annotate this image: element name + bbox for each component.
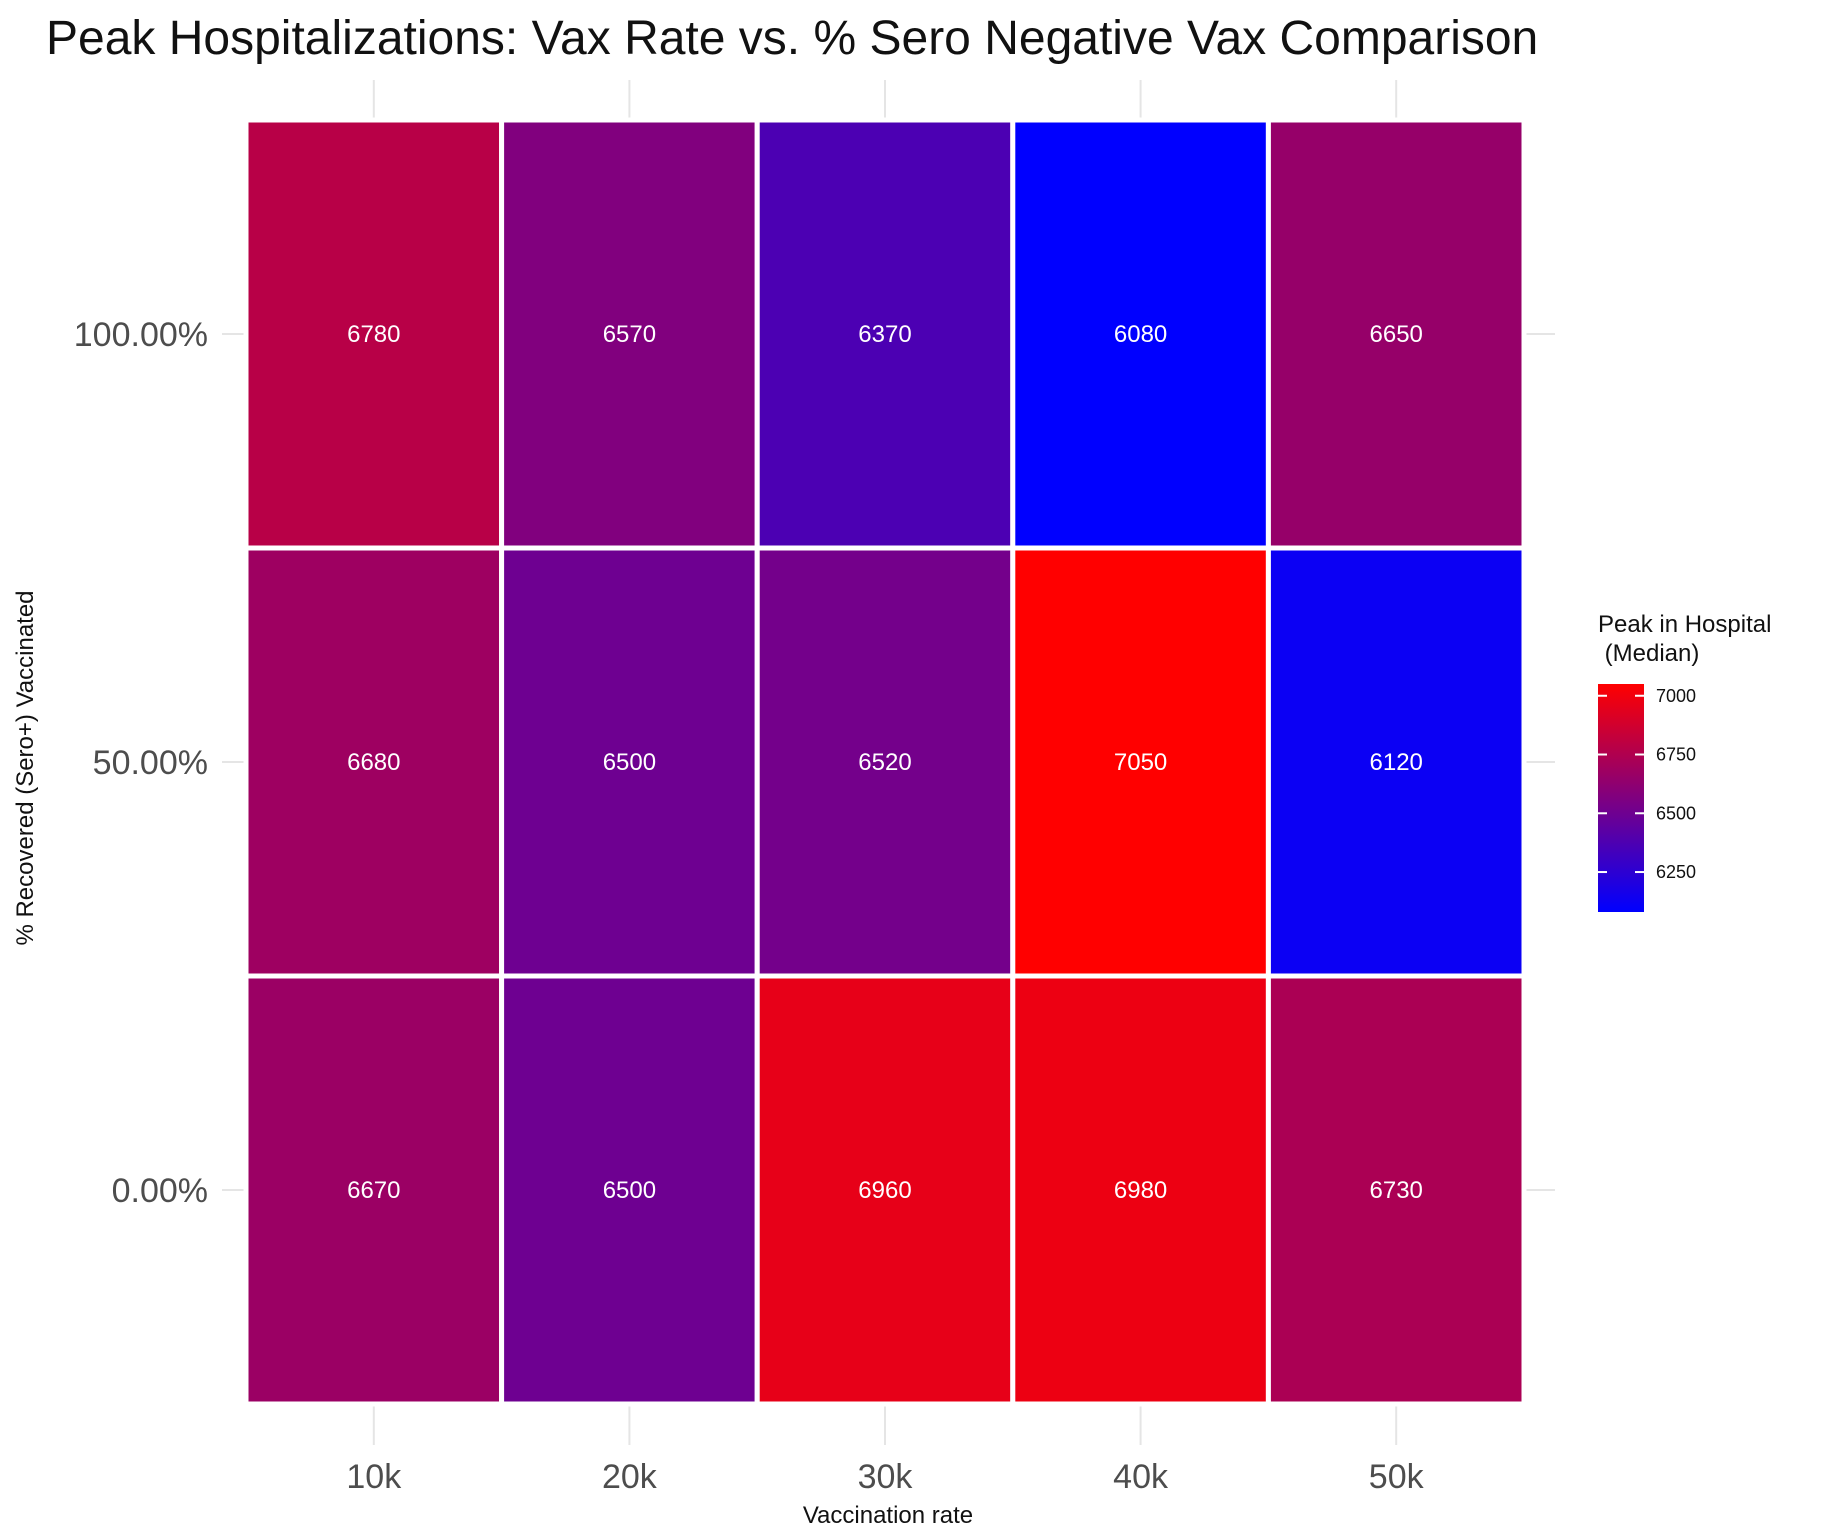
heatmap-cell (499, 545, 760, 979)
heatmap-cell (1265, 545, 1527, 979)
cell-value-label: 6960 (858, 1177, 911, 1204)
cell-value-label: 6570 (603, 321, 656, 348)
legend-tick-label: 6500 (1656, 803, 1696, 823)
legend-tick-label: 6750 (1656, 745, 1696, 765)
heatmap-cell (243, 117, 505, 551)
y-axis-title: % Recovered (Sero+) Vaccinated (12, 590, 39, 945)
x-tick-label: 40k (1113, 1458, 1169, 1496)
heatmap-cell (1265, 973, 1527, 1407)
legend-ticks: 7000 6750 6500 6250 (1598, 686, 1696, 882)
y-tick-labels: 100.00% 50.00% 0.00% (74, 316, 208, 1210)
heatmap-cell (243, 973, 505, 1407)
heatmap-cell (1265, 117, 1527, 551)
heatmap-cell (499, 973, 760, 1407)
cell-value-label: 6680 (347, 749, 400, 776)
x-tick-label: 20k (602, 1458, 658, 1496)
heatmap-cell (754, 545, 1016, 979)
heatmap-cell (1010, 973, 1271, 1407)
heatmap-cell (754, 973, 1016, 1407)
y-tick-label: 100.00% (74, 316, 208, 354)
cell-value-label: 6520 (858, 749, 911, 776)
cell-value-label: 6500 (603, 749, 656, 776)
legend-tick-label: 6250 (1656, 862, 1696, 882)
legend-colorbar (1598, 684, 1644, 912)
cell-value-label: 6080 (1114, 321, 1167, 348)
y-tick-label: 50.00% (93, 744, 208, 782)
cell-value-label: 7050 (1114, 749, 1167, 776)
x-tick-labels: 10k 20k 30k 40k 50k (346, 1458, 1424, 1496)
legend-title-line2: (Median) (1598, 640, 1699, 667)
legend-tick-label: 7000 (1656, 686, 1696, 706)
cell-value-label: 6650 (1370, 321, 1423, 348)
cell-value-label: 6730 (1370, 1177, 1423, 1204)
x-tick-label: 10k (346, 1458, 402, 1496)
legend-title-line1: Peak in Hospital (1598, 611, 1771, 638)
cell-value-label: 6120 (1370, 749, 1423, 776)
cell-value-label: 6980 (1114, 1177, 1167, 1204)
cell-value-label: 6370 (858, 321, 911, 348)
chart-title: Peak Hospitalizations: Vax Rate vs. % Se… (46, 12, 1538, 65)
cell-value-label: 6670 (347, 1177, 400, 1204)
y-tick-label: 0.00% (112, 1172, 208, 1210)
cell-value-label: 6780 (347, 321, 400, 348)
x-tick-label: 50k (1369, 1458, 1425, 1496)
heatmap-cell (499, 117, 760, 551)
x-tick-label: 30k (858, 1458, 914, 1496)
x-axis-title: Vaccination rate (803, 1502, 973, 1529)
heatmap-cell (243, 545, 505, 979)
color-legend: Peak in Hospital (Median) 7000 6750 6500 62… (1598, 611, 1771, 912)
heatmap-cells: 6780 6570 6370 6080 6650 6680 6500 6520 7050 6120… (243, 117, 1527, 1407)
cell-value-label: 6500 (603, 1177, 656, 1204)
